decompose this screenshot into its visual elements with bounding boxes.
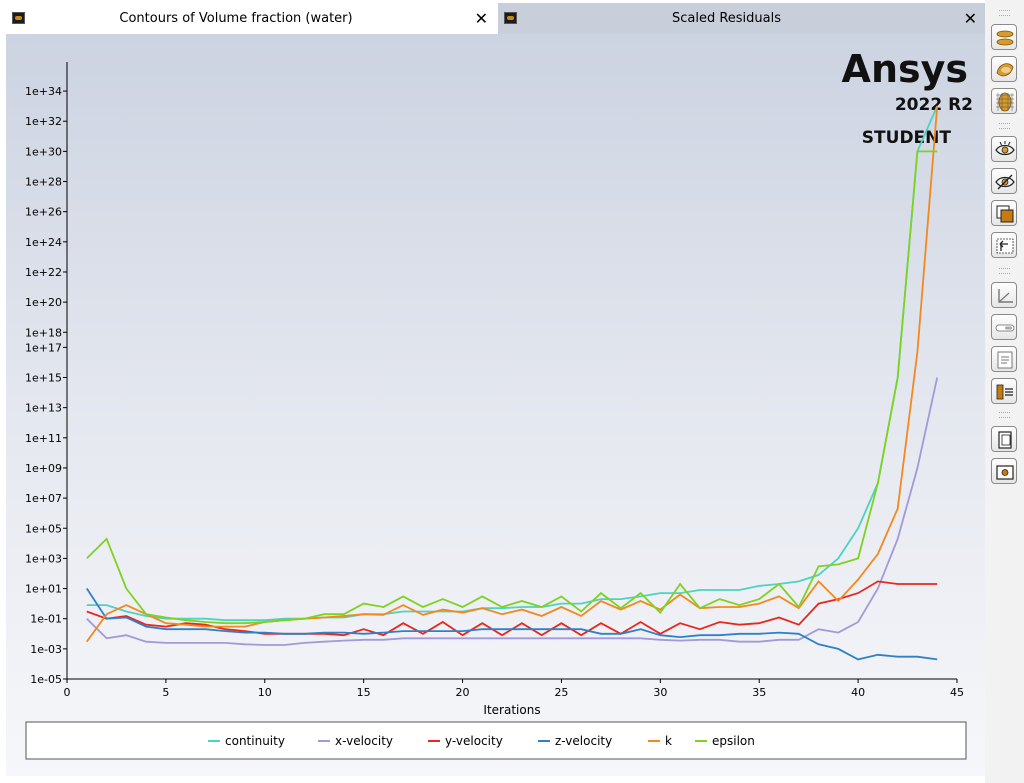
legend-label-x-velocity: x-velocity [335,734,393,748]
y-tick-label: 1e+09 [25,462,62,475]
y-tick-label: 1e+22 [25,266,62,279]
x-tick-label: 45 [950,686,964,699]
tab-title: Scaled Residuals [671,11,782,26]
tab-contours-volume-fraction[interactable]: Contours of Volume fraction (water) ✕ [6,3,496,34]
y-tick-label: 1e+30 [25,145,62,158]
y-tick-label: 1e+07 [25,492,62,505]
axes: 1e-05 1e-03 1e-01 1e+01 1e+03 1e+05 1e+07 1e+09… [25,62,964,717]
y-tick-label: 1e+17 [25,341,62,354]
close-icon[interactable]: ✕ [963,9,977,28]
toolbar-copy-button[interactable] [991,426,1017,452]
camera-icon [996,465,1014,480]
toolbar-colormap-button[interactable] [991,378,1017,404]
residuals-plot-window[interactable]: Ansys 2022 R2 STUDENT 1e-05 1e-03 1e-01 1e+… [6,34,985,776]
brand-version: 2022 R2 [895,95,973,115]
toolbar-grip [999,123,1010,129]
toolbar-grip [999,412,1010,418]
eye-hidden-icon [995,174,1015,190]
toolbar-rotate-button[interactable] [991,232,1017,258]
toolbar-snapshot-button[interactable] [991,458,1017,484]
toolbar-overlay-button[interactable] [991,200,1017,226]
graphics-window-icon [12,12,25,24]
legend-label-k: k [665,734,672,748]
tab-title: Contours of Volume fraction (water) [119,11,353,26]
y-tick-label: 1e+32 [25,115,62,128]
graphics-toolbar [985,0,1024,783]
y-tick-label: 1e-03 [30,643,62,656]
notes-icon [997,351,1013,369]
ansys-logo: Ansys 2022 R2 STUDENT [842,47,973,148]
brand-edition: STUDENT [862,128,952,148]
legend-box [25,721,967,760]
toolbar-grip [999,268,1010,274]
ruler-icon [995,324,1015,332]
overlay-icon [996,205,1014,223]
y-tick-label: 1e-01 [30,613,62,626]
x-axis-title: Iterations [483,703,540,717]
toolbar-grip [999,10,1010,16]
legend: continuity x-velocity y-velocity z-velocity… [25,721,967,760]
series-layer [86,105,939,661]
x-tick-label: 40 [851,686,865,699]
series-line-x-velocity [86,377,939,646]
mesh-view-icon [996,92,1014,112]
x-tick-label: 20 [456,686,470,699]
axes-icon [998,289,1013,303]
rotate-icon [996,238,1014,254]
toolbar-hide-button[interactable] [991,168,1017,194]
toolbar-axes-button[interactable] [991,282,1017,308]
x-tick-label: 25 [554,686,568,699]
series-line-continuity [86,105,939,622]
y-tick-label: 1e+15 [25,372,62,385]
toolbar-ruler-button[interactable] [991,314,1017,340]
x-tick-label: 35 [752,686,766,699]
y-tick-label: 1e+26 [25,206,62,219]
legend-label-y-velocity: y-velocity [445,734,503,748]
colormap-icon [996,384,1013,400]
x-tick-label: 30 [653,686,667,699]
close-icon[interactable]: ✕ [474,9,488,28]
toolbar-front-view-button[interactable] [991,24,1017,50]
toolbar-show-button[interactable] [991,136,1017,162]
legend-label-continuity: continuity [225,734,285,748]
series-line-z-velocity [86,588,938,661]
residuals-chart: Ansys 2022 R2 STUDENT 1e-05 1e-03 1e-01 1e+… [25,47,973,760]
toolbar-notes-button[interactable] [991,346,1017,372]
series-line-epsilon [86,150,938,625]
y-tick-label: 1e+03 [25,552,62,565]
toolbar-surface-view-button[interactable] [991,56,1017,82]
surface-view-icon [996,63,1014,77]
tab-scaled-residuals[interactable]: Scaled Residuals ✕ [498,3,985,34]
y-tick-label: 1e+13 [25,402,62,415]
graphics-tab-bar: Contours of Volume fraction (water) ✕ Sc… [0,0,985,34]
series-line-k [86,106,939,643]
x-tick-label: 15 [357,686,371,699]
front-view-icon [996,30,1014,46]
y-tick-label: 1e+28 [25,176,62,189]
y-tick-label: 1e+18 [25,326,62,339]
x-tick-label: 10 [258,686,272,699]
y-tick-label: 1e+34 [25,85,62,98]
brand-name: Ansys [842,47,968,91]
y-tick-label: 1e+05 [25,522,62,535]
y-tick-label: 1e+20 [25,296,62,309]
x-tick-label: 5 [162,686,169,699]
legend-label-epsilon: epsilon [712,734,755,748]
copy-icon [998,431,1012,449]
x-tick-label: 0 [64,686,71,699]
graphics-window-icon [504,12,517,24]
y-tick-label: 1e+11 [25,432,62,445]
y-tick-label: 1e+24 [25,236,62,249]
toolbar-mesh-view-button[interactable] [991,88,1017,114]
eye-icon [995,141,1015,156]
legend-label-z-velocity: z-velocity [555,734,612,748]
y-tick-label: 1e-05 [30,673,62,686]
y-tick-label: 1e+01 [25,583,62,596]
